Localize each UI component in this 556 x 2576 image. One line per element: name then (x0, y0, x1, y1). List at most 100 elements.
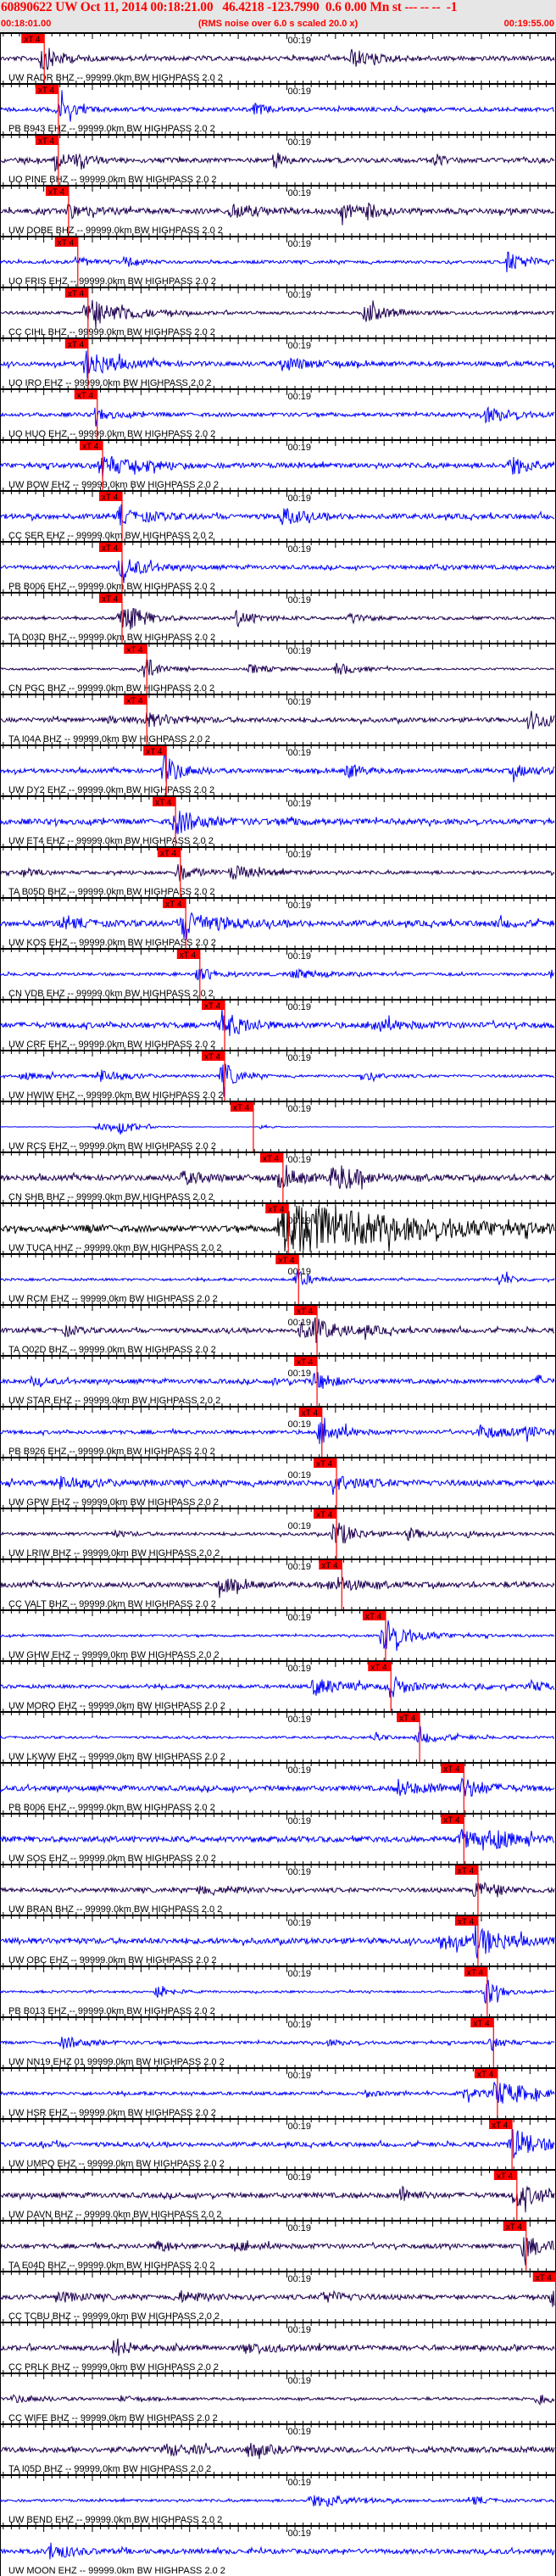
minute-label: 00:19 (287, 2274, 311, 2284)
pick-flag (202, 1001, 225, 1010)
trace-panel: 00:19 CN PGC BHZ -- 99999.0km BW HIGHPASS… (0, 640, 556, 694)
pick-flag (368, 1662, 392, 1671)
trace-panel: 00:19 UW RADR BHZ -- 99999.0km BW HIGHPAS… (0, 32, 556, 83)
pick-label: xT 4 (399, 1715, 416, 1724)
minute-label: 00:19 (287, 1419, 311, 1430)
trace-panel: 00:19 UO PINE BHZ -- 99999.0km BW HIGHPAS… (0, 131, 556, 185)
minute-label: 00:19 (287, 697, 311, 707)
minute-label: 00:19 (287, 900, 311, 911)
minute-label: 00:19 (287, 1969, 311, 1979)
trace-panel: 00:19 UW BOW EHZ -- 99999.0km BW HIGHPASS… (0, 437, 556, 490)
station-label: UW BOW EHZ -- 99999.0km BW HIGHPASS 2.0 … (8, 480, 219, 490)
pick-flag (294, 1306, 318, 1315)
waveform (0, 1828, 555, 1851)
station-label: UW SOS EHZ -- 99999.0km BW HIGHPASS 2.0 … (8, 1854, 216, 1864)
waveform (0, 559, 555, 583)
waveform (0, 299, 555, 329)
pick-flag (98, 594, 122, 603)
pick-flag (489, 2120, 513, 2129)
minute-label: 00:19 (287, 2427, 311, 2437)
station-label: UW BRAN BHZ -- 99999.0km BW HIGHPASS 2.0… (8, 1904, 222, 1915)
minute-label: 00:19 (287, 748, 311, 758)
pick-flag (98, 492, 122, 501)
pick-flag (163, 899, 186, 908)
waveform (0, 2185, 555, 2213)
pick-label: xT 4 (160, 850, 177, 859)
pick-flag (74, 390, 97, 399)
station-label: UW GHW EHZ -- 99999.0km BW HIGHPASS 2.0 … (8, 1650, 220, 1660)
pick-label: xT 4 (506, 2223, 523, 2233)
trace-panel: 00:19 UW STAR EHZ -- 99999.0km BW HIGHPAS… (0, 1352, 556, 1406)
station-label: UW CRF EHZ -- 99999.0km BW HIGHPASS 2.0 … (8, 1040, 215, 1050)
station-label: UW NN19 EHZ 01 99999.0km BW HIGHPASS 2.0… (8, 2057, 225, 2067)
waveform (0, 1164, 555, 1190)
waveform (0, 152, 555, 173)
waveform (0, 2495, 555, 2507)
minute-label: 00:19 (287, 290, 311, 300)
pick-flag (230, 1102, 253, 1112)
station-label: UW RCS EHZ -- 99999.0km BW HIGHPASS 2.0 … (8, 1141, 216, 1151)
trace-panel: 00:19 UO HUO EHZ -- 99999.0km BW HIGHPASS… (0, 386, 556, 439)
minute-label: 00:19 (287, 1765, 311, 1776)
station-label: UW DAVN BHZ -- 99999.0km BW HIGHPASS 2.0… (8, 2210, 221, 2220)
pick-label: xT 4 (24, 36, 41, 45)
pick-flag (157, 848, 181, 857)
trace-panel: 00:19 TA D03D BHZ -- 99999.0km BW HIGHPAS… (0, 589, 556, 643)
pick-label: xT 4 (38, 86, 55, 96)
trace-panel: 00:19 PB B006 EHZ -- 99999.0km BW HIGHPAS… (0, 1759, 556, 1813)
waveform (0, 2542, 555, 2560)
pick-flag (265, 1204, 289, 1213)
trace-panel: 00:19 TA E04D BHZ -- 99999.0km BW HIGHPAS… (0, 2217, 556, 2271)
pick-flag (35, 136, 58, 145)
waveform (0, 47, 555, 70)
minute-label: 00:19 (287, 341, 311, 351)
pick-flag (313, 1509, 336, 1519)
waveform (0, 1372, 555, 1389)
waveform (0, 251, 554, 273)
station-label: UW RCM EHZ -- 99999.0km BW HIGHPASS 2.0 … (8, 1294, 218, 1304)
pick-flag (532, 2272, 556, 2282)
event-title: 60890622 UW Oct 11, 2014 00:18:21.00 46.… (1, 0, 458, 14)
minute-label: 00:19 (287, 1318, 311, 1328)
station-label: CN PGC BHZ -- 99999.0km BW HIGHPASS 2.0 … (8, 683, 214, 694)
waveform (0, 455, 555, 478)
trace-panel: 00:19 PB B926 EHZ -- 99999.0km BW HIGHPAS… (0, 1403, 556, 1457)
minute-label: 00:19 (287, 392, 311, 402)
trace-panel: 00:19 UW BEND EHZ -- 99999.0km BW HIGHPAS… (0, 2472, 556, 2525)
pick-label: xT 4 (365, 1613, 382, 1622)
trace-panel: 00:19 UW RCS EHZ -- 99999.0km BW HIGHPASS… (0, 1098, 556, 1151)
pick-label: xT 4 (302, 1409, 319, 1419)
waveform (0, 2128, 555, 2159)
trace-panel: 00:19 PB B006 EHZ -- 99999.0km BW HIGHPAS… (0, 538, 556, 592)
station-label: UW RADR BHZ -- 99999.0km BW HIGHPASS 2.0… (8, 73, 223, 83)
minute-label: 00:19 (287, 1715, 311, 1725)
station-label: TA E04D BHZ -- 99999.0km BW HIGHPASS 2.0… (8, 2261, 215, 2271)
waveform (0, 752, 555, 783)
pick-label: xT 4 (126, 697, 143, 706)
minute-label: 00:19 (287, 86, 311, 97)
pick-label: xT 4 (102, 595, 119, 605)
trace-panel: 00:19 UW LRIW BHZ -- 99999.0km BW HIGHPAS… (0, 1505, 556, 1558)
pick-label: xT 4 (180, 951, 197, 961)
pick-label: xT 4 (165, 900, 182, 910)
pick-label: xT 4 (77, 392, 94, 401)
trace-panel: 00:19 CC CIHL BHZ -- 99999.0km BW HIGHPAS… (0, 284, 556, 337)
trace-panel: 00:19 UW DAVN BHZ -- 99999.0km BW HIGHPAS… (0, 2166, 556, 2220)
waveform (0, 967, 555, 980)
trace-panel: 00:19 UW ET4 EHZ -- 99999.0km BW HIGHPASS… (0, 793, 556, 846)
trace-panel: 00:19 TA I04A BHZ -- 99999.0km BW HIGHPAS… (0, 691, 556, 744)
trace-panel: 00:19 CC SER EHZ -- 99999.0km BW HIGHPASS… (0, 488, 556, 541)
station-label: TA D03D BHZ -- 99999.0km BW HIGHPASS 2.0… (8, 633, 215, 643)
pick-flag (441, 1815, 464, 1824)
waveform (0, 1576, 555, 1598)
minute-label: 00:19 (287, 1267, 311, 1277)
trace-panel: 00:19 UW DY2 EHZ -- 99999.0km BW HIGHPASS… (0, 742, 556, 795)
station-label: CC TCBU BHZ -- 99999.0km BW HIGHPASS 2.0… (8, 2311, 220, 2322)
pick-label: xT 4 (458, 1918, 475, 1927)
minute-label: 00:19 (287, 2071, 311, 2081)
station-label: CC CIHL BHZ -- 99999.0km BW HIGHPASS 2.0… (8, 327, 215, 337)
station-label: CC SER EHZ -- 99999.0km BW HIGHPASS 2.0 … (8, 531, 214, 541)
station-label: CC WIFE BHZ -- 99999.0km BW HIGHPASS 2.0… (8, 2413, 218, 2423)
pick-flag (98, 543, 122, 552)
station-label: TA O02D BHZ -- 99999.0km BW HIGHPASS 2.0… (8, 1345, 216, 1355)
